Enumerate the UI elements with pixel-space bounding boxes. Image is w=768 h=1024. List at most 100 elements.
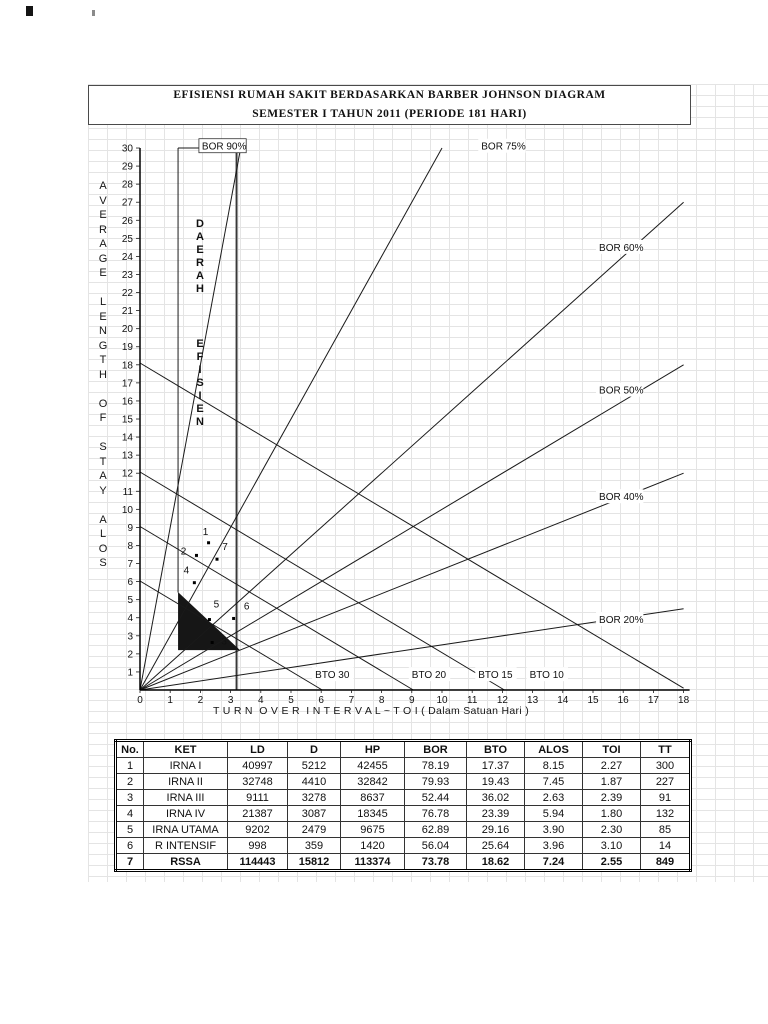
- svg-text:2: 2: [127, 649, 133, 660]
- svg-text:10: 10: [436, 695, 448, 706]
- table-cell: 7.45: [524, 773, 583, 790]
- bto-lines: [139, 362, 684, 691]
- table-cell: 7.24: [524, 853, 583, 871]
- col-header-toi: TOI: [582, 740, 641, 758]
- svg-text:1: 1: [167, 695, 173, 706]
- col-header-tt: TT: [640, 740, 691, 758]
- svg-text:18: 18: [678, 695, 690, 706]
- table-cell: 23.39: [466, 805, 525, 822]
- table-cell: 14: [640, 837, 691, 854]
- point-marker-7: [215, 557, 219, 561]
- bor-90--label: BOR 90%: [202, 142, 247, 153]
- data-points: 1 2 3 4 5 6 7: [181, 527, 250, 648]
- table-cell: 1.87: [582, 773, 641, 790]
- bor-75--label: BOR 75%: [481, 142, 526, 153]
- table-cell: 9675: [340, 821, 405, 838]
- point-label-6: 6: [244, 601, 250, 612]
- col-header-d: D: [287, 740, 341, 758]
- table-cell: 76.78: [404, 805, 467, 822]
- point-label-1: 1: [203, 527, 209, 538]
- table-cell: 40997: [227, 757, 288, 774]
- bto-20-label: BTO 20: [412, 670, 447, 681]
- table-cell: 18345: [340, 805, 405, 822]
- scan-artifact: [26, 6, 33, 16]
- table-cell: 849: [640, 853, 691, 871]
- svg-text:6: 6: [127, 577, 133, 588]
- svg-text:24: 24: [122, 252, 134, 263]
- svg-text:18: 18: [122, 360, 134, 371]
- table-cell: IRNA UTAMA: [143, 821, 228, 838]
- svg-text:16: 16: [122, 396, 134, 407]
- table-cell: 21387: [227, 805, 288, 822]
- svg-text:28: 28: [122, 180, 134, 191]
- table-cell: 9111: [227, 789, 288, 806]
- table-cell: 78.19: [404, 757, 467, 774]
- efficient-region-label-efisien: E F I S I E N: [196, 338, 204, 428]
- table-cell: 3278: [287, 789, 341, 806]
- bto-30-label: BTO 30: [315, 670, 350, 681]
- table-cell: 5212: [287, 757, 341, 774]
- table-cell: 19.43: [466, 773, 525, 790]
- svg-text:17: 17: [122, 378, 134, 389]
- svg-text:10: 10: [122, 505, 134, 516]
- page-subtitle: SEMESTER I TAHUN 2011 (PERIODE 181 HARI): [252, 108, 527, 120]
- svg-text:15: 15: [122, 415, 134, 426]
- col-header-bor: BOR: [404, 740, 467, 758]
- table-cell: 15812: [287, 853, 341, 871]
- table-cell: 8637: [340, 789, 405, 806]
- table-cell: 2: [115, 773, 144, 790]
- svg-text:6: 6: [318, 695, 324, 706]
- point-marker-3: [210, 640, 214, 644]
- table-cell: 17.37: [466, 757, 525, 774]
- table-cell: IRNA IV: [143, 805, 228, 822]
- bto-10-label: BTO 10: [530, 670, 565, 681]
- table-cell: 5.94: [524, 805, 583, 822]
- svg-text:12: 12: [497, 695, 509, 706]
- table-row: 3 IRNA III 9111 3278 8637 52.44 36.02 2.63 2.39 9…: [115, 789, 691, 806]
- bor-lines: [139, 147, 684, 691]
- table-cell: 227: [640, 773, 691, 790]
- svg-text:23: 23: [122, 270, 134, 281]
- bto-15-label: BTO 15: [478, 670, 513, 681]
- table-cell: 132: [640, 805, 691, 822]
- table-cell: 3.10: [582, 837, 641, 854]
- col-header-hp: HP: [340, 740, 405, 758]
- svg-text:15: 15: [587, 695, 599, 706]
- table-row: 2 IRNA II 32748 4410 32842 79.93 19.43 7.45 1.87…: [115, 773, 691, 790]
- table-cell: IRNA III: [143, 789, 228, 806]
- table-row: 1 IRNA I 40997 5212 42455 78.19 17.37 8.15 2.27 3…: [115, 757, 691, 774]
- point-label-3: 3: [221, 636, 227, 647]
- point-marker-4: [192, 581, 196, 585]
- table-cell: 998: [227, 837, 288, 854]
- svg-text:27: 27: [122, 198, 134, 209]
- svg-text:3: 3: [127, 631, 133, 642]
- table-cell: 1: [115, 757, 144, 774]
- col-header-ld: LD: [227, 740, 288, 758]
- svg-text:4: 4: [127, 613, 133, 624]
- point-label-4: 4: [184, 566, 190, 577]
- table-cell: 36.02: [466, 789, 525, 806]
- table-cell: 4410: [287, 773, 341, 790]
- barber-johnson-diagram: 1234567891011121314151617181920212223242…: [122, 138, 690, 706]
- table-cell: 42455: [340, 757, 405, 774]
- svg-text:22: 22: [122, 288, 134, 299]
- table-cell: 62.89: [404, 821, 467, 838]
- svg-text:13: 13: [122, 451, 134, 462]
- bor-20--label: BOR 20%: [599, 615, 644, 626]
- svg-text:8: 8: [127, 541, 133, 552]
- col-header-no: No.: [115, 740, 144, 758]
- svg-text:7: 7: [127, 559, 133, 570]
- svg-text:11: 11: [467, 695, 478, 706]
- svg-text:16: 16: [618, 695, 630, 706]
- table-cell: 2479: [287, 821, 341, 838]
- table-cell: 73.78: [404, 853, 467, 871]
- svg-text:4: 4: [258, 695, 264, 706]
- svg-text:26: 26: [122, 216, 134, 227]
- table-cell: 359: [287, 837, 341, 854]
- svg-text:5: 5: [288, 695, 294, 706]
- data-table: No. KET LD D HP BOR BTO ALOS TOI TT 1 IRNA I 40997 5…: [114, 739, 692, 872]
- table-cell: 4: [115, 805, 144, 822]
- point-label-2: 2: [181, 546, 187, 557]
